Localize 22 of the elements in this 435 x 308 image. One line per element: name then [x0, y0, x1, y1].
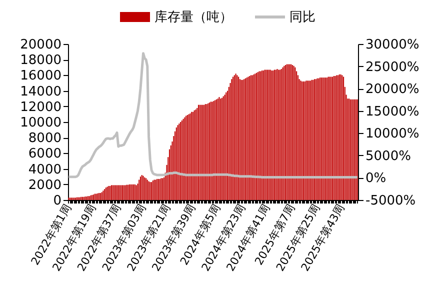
y-tick-label: 10000 [20, 116, 62, 130]
line-series [67, 52, 359, 179]
y2-tick-label: 15000% [366, 104, 420, 120]
y-tick-label: 6000 [28, 146, 62, 162]
y2-tick-label: 25000% [366, 60, 420, 75]
y2-tick-label: 0% [366, 171, 386, 186]
y-tick-label: 8000 [28, 131, 62, 146]
y-tick-label: 4000 [28, 162, 62, 178]
y-tick-label: 16000 [20, 68, 62, 84]
y-tick-label: 12000 [20, 100, 62, 115]
y2-tick-label: 20000% [366, 82, 420, 98]
y2-tick-label: 5000% [366, 148, 411, 164]
legend-label: 库存量（吨） [154, 9, 232, 26]
y-tick-label: 20000 [20, 38, 62, 52]
legend-label: 同比 [290, 9, 316, 26]
y-tick-label: 14000 [20, 84, 62, 100]
y-tick-label: 2000 [28, 178, 62, 193]
y-tick-label: 18000 [20, 53, 62, 68]
y-tick-label: 0 [53, 194, 62, 208]
y2-tick-label: 30000% [366, 38, 420, 52]
y2-tick-label: 10000% [366, 126, 420, 142]
y2-tick-label: -5000% [366, 194, 416, 208]
